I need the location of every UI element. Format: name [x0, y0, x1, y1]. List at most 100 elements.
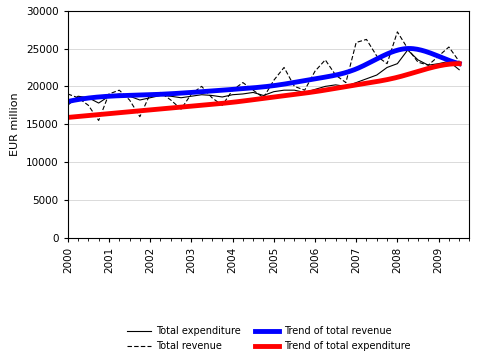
Total expenditure: [65, 103, 71, 108]
Total revenue: [384, 61, 390, 66]
Trend of total revenue: [304, 78, 310, 82]
Total expenditure: [271, 89, 277, 94]
Total revenue: [260, 95, 266, 100]
Total expenditure: [199, 93, 205, 97]
Total expenditure: [75, 94, 81, 98]
Total revenue: [199, 84, 205, 88]
Total expenditure: [312, 87, 318, 92]
Total expenditure: [384, 65, 390, 70]
Trend of total expenditure: [65, 115, 71, 120]
Line: Total revenue: Total revenue: [68, 32, 459, 120]
Total revenue: [188, 92, 194, 96]
Total revenue: [158, 90, 164, 94]
Total revenue: [333, 73, 338, 77]
Total revenue: [127, 98, 133, 102]
Total revenue: [106, 92, 112, 96]
Total revenue: [230, 88, 236, 92]
Total revenue: [425, 63, 431, 67]
Trend of total revenue: [456, 61, 462, 66]
Legend: Total expenditure, Total revenue, Trend of total revenue, Trend of total expendi: Total expenditure, Total revenue, Trend …: [122, 322, 415, 355]
Line: Trend of total expenditure: Trend of total expenditure: [68, 64, 459, 118]
Total expenditure: [209, 93, 215, 98]
Total expenditure: [178, 95, 184, 100]
Total expenditure: [219, 95, 225, 99]
Total expenditure: [425, 63, 431, 67]
Total revenue: [96, 118, 102, 122]
Trend of total expenditure: [456, 61, 462, 66]
Total expenditure: [96, 101, 102, 105]
Total expenditure: [260, 93, 266, 98]
Total expenditure: [374, 73, 379, 77]
Line: Trend of total revenue: Trend of total revenue: [68, 49, 459, 102]
Total expenditure: [250, 90, 256, 94]
Total revenue: [394, 30, 400, 34]
Trend of total revenue: [298, 79, 303, 83]
Trend of total revenue: [65, 99, 71, 104]
Total revenue: [116, 88, 122, 92]
Total revenue: [65, 92, 71, 96]
Total revenue: [250, 88, 256, 92]
Total expenditure: [405, 48, 410, 52]
Total expenditure: [456, 67, 462, 72]
Total expenditure: [291, 88, 297, 92]
Total revenue: [343, 81, 349, 85]
Trend of total expenditure: [455, 61, 461, 66]
Total expenditure: [127, 94, 133, 98]
Total expenditure: [363, 77, 369, 81]
Total revenue: [168, 98, 174, 102]
Total expenditure: [415, 58, 421, 62]
Total revenue: [353, 40, 359, 45]
Total expenditure: [343, 84, 349, 88]
Total revenue: [281, 65, 287, 70]
Total expenditure: [394, 61, 400, 66]
Total revenue: [405, 47, 410, 51]
Total expenditure: [240, 92, 246, 96]
Total revenue: [456, 59, 462, 64]
Total expenditure: [168, 94, 174, 98]
Trend of total revenue: [407, 47, 412, 51]
Total revenue: [322, 58, 328, 62]
Trend of total expenditure: [297, 92, 302, 96]
Total expenditure: [436, 61, 441, 66]
Total revenue: [147, 92, 153, 96]
Total revenue: [209, 95, 215, 100]
Total expenditure: [106, 94, 112, 98]
Total expenditure: [446, 59, 452, 64]
Trend of total expenditure: [304, 91, 310, 95]
Trend of total expenditure: [298, 92, 303, 96]
Total expenditure: [302, 90, 307, 94]
Trend of total revenue: [297, 80, 302, 84]
Trend of total revenue: [66, 99, 72, 103]
Total revenue: [271, 78, 277, 82]
Total revenue: [363, 37, 369, 42]
Total revenue: [75, 95, 81, 100]
Total revenue: [446, 45, 452, 49]
Total revenue: [302, 88, 307, 92]
Total expenditure: [322, 84, 328, 88]
Total expenditure: [137, 98, 143, 102]
Y-axis label: EUR million: EUR million: [11, 92, 20, 156]
Total revenue: [415, 60, 421, 64]
Total revenue: [178, 107, 184, 111]
Total expenditure: [158, 93, 164, 98]
Trend of total revenue: [421, 49, 427, 53]
Total expenditure: [333, 83, 338, 87]
Total expenditure: [230, 93, 236, 97]
Total expenditure: [147, 95, 153, 100]
Total revenue: [240, 81, 246, 85]
Trend of total expenditure: [420, 68, 425, 72]
Total expenditure: [86, 95, 91, 100]
Total expenditure: [188, 94, 194, 98]
Total revenue: [291, 84, 297, 88]
Total revenue: [312, 69, 318, 73]
Total expenditure: [116, 92, 122, 96]
Trend of total expenditure: [66, 115, 72, 119]
Total revenue: [374, 54, 379, 58]
Trend of total expenditure: [395, 75, 401, 80]
Trend of total revenue: [395, 48, 401, 52]
Total expenditure: [353, 81, 359, 85]
Line: Total expenditure: Total expenditure: [68, 50, 459, 105]
Total revenue: [137, 115, 143, 119]
Total revenue: [436, 54, 441, 58]
Total revenue: [86, 103, 91, 108]
